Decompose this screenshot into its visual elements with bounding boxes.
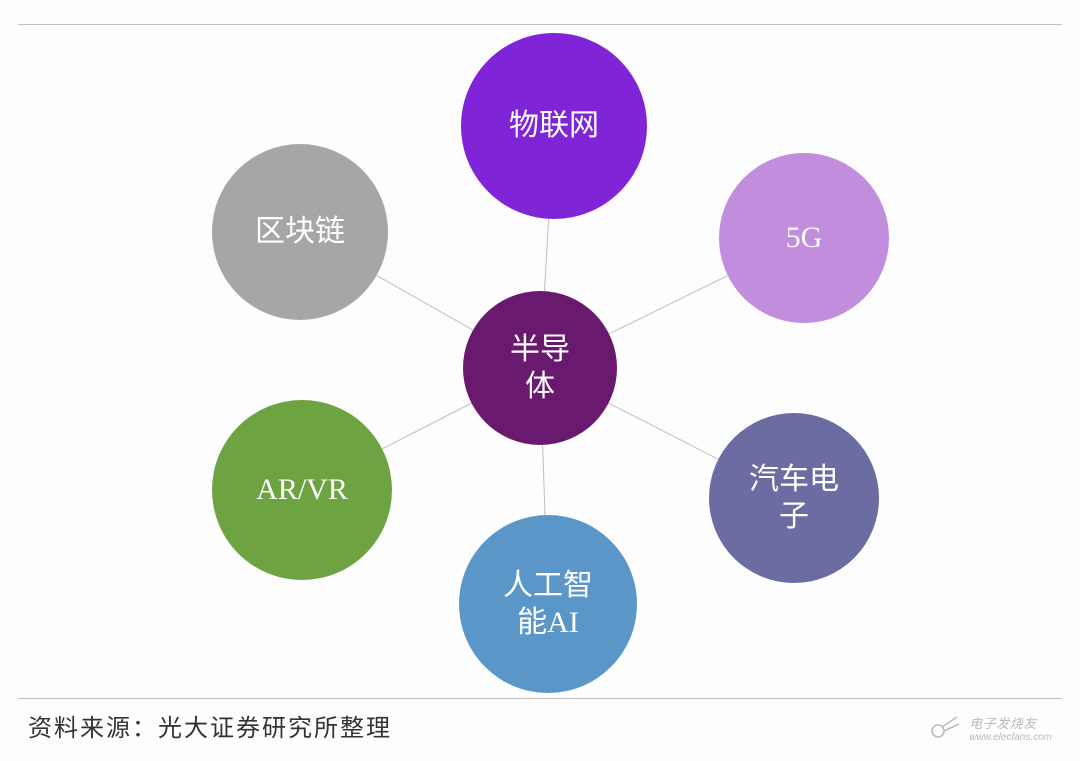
node-label: 汽车电 子 [749,461,839,536]
edge [382,403,471,449]
watermark-url: www.elecfans.com [969,732,1052,743]
node-top: 物联网 [461,33,647,219]
edge [543,445,545,515]
edge [609,276,728,334]
node-label: 区块链 [255,213,345,251]
bottom-rule [18,698,1062,699]
diagram: 物联网 5G 汽车电 子人工智 能AI AR/VR 区块链半导 体 [18,28,1062,693]
node-label: AR/VR [256,471,348,509]
node-label: 半导 体 [510,331,570,406]
watermark: 电子发烧友 www.elecfans.com [927,713,1052,743]
node-br: 汽车电 子 [709,413,879,583]
edge [377,275,473,330]
node-label: 物联网 [509,107,599,145]
node-bl: AR/VR [212,400,392,580]
top-rule [18,24,1062,25]
node-tr: 5G [719,153,889,323]
watermark-icon [927,714,961,742]
node-tl: 区块链 [212,144,388,320]
edge [609,403,719,459]
node-label: 人工智 能AI [503,567,593,642]
edge [544,219,548,291]
node-bottom: 人工智 能AI [459,515,637,693]
source-text: 资料来源：光大证券研究所整理 [28,708,392,743]
center-node: 半导 体 [463,291,617,445]
watermark-title: 电子发烧友 [969,713,1052,732]
node-label: 5G [786,219,823,257]
footer: 资料来源：光大证券研究所整理 电子发烧友 www.elecfans.com [28,708,1052,743]
